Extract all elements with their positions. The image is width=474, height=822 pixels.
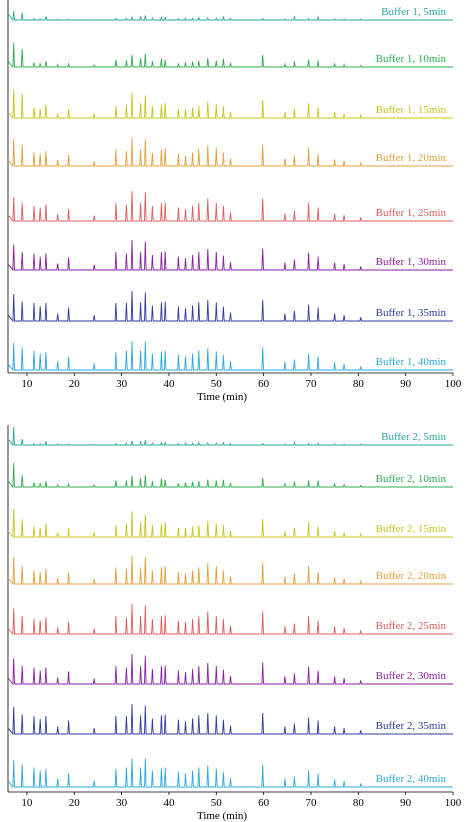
trace-1-7 (7, 290, 453, 323)
series-label: Buffer 2, 40min (376, 773, 447, 785)
x-tick-label: 30 (116, 378, 128, 390)
trace-2-8 (7, 758, 453, 789)
trace-2-4 (7, 555, 453, 586)
x-tick-label: 100 (445, 797, 462, 809)
series-label: Buffer 1, 30min (376, 256, 447, 268)
panel-buffer-2: Buffer 2, 5min Buffer 2, 10min Buffer 2, 1… (7, 425, 462, 822)
series-label: Buffer 1, 10min (376, 53, 447, 65)
x-tick-label: 80 (353, 378, 365, 390)
series-label: Buffer 2, 30min (376, 670, 447, 682)
x-tick-label: 70 (305, 797, 317, 809)
series-label: Buffer 2, 20min (376, 570, 447, 582)
trace-2-2 (7, 462, 453, 489)
x-tick-label: 10 (21, 378, 33, 390)
x-axis-label: Time (min) (197, 391, 247, 403)
series-label: Buffer 2, 5min (381, 431, 446, 443)
series-label: Buffer 2, 15min (376, 523, 447, 535)
trace-1-4 (7, 137, 453, 168)
series-label: Buffer 1, 35min (376, 307, 447, 319)
series-label: Buffer 2, 10min (376, 473, 447, 485)
trace-2-5 (7, 603, 453, 636)
x-tick-label: 60 (258, 797, 270, 809)
trace-1-2 (7, 42, 453, 69)
trace-2-6 (7, 653, 453, 686)
series-label: Buffer 1, 40min (376, 356, 447, 368)
trace-1-6 (7, 239, 453, 272)
series-label: Buffer 1, 25min (376, 207, 447, 219)
trace-1-3 (7, 89, 453, 120)
x-tick-label: 50 (211, 797, 223, 809)
x-tick-label: 40 (163, 797, 175, 809)
x-tick-label: 20 (69, 797, 81, 809)
panel-buffer-1: Buffer 1, 5min Buffer 1, 10min Buffer 1, 1… (7, 0, 462, 403)
trace-2-3 (7, 508, 453, 539)
series-label: Buffer 2, 35min (376, 720, 447, 732)
trace-1-5 (7, 190, 453, 223)
x-tick-label: 60 (258, 378, 270, 390)
series-label: Buffer 1, 15min (376, 104, 447, 116)
x-tick-label: 50 (211, 378, 223, 390)
x-tick-label: 90 (400, 378, 412, 390)
x-tick-label: 10 (21, 797, 33, 809)
x-axis-label: Time (min) (197, 810, 247, 822)
x-tick-label: 90 (400, 797, 412, 809)
trace-2-1 (7, 426, 453, 447)
trace-2-7 (7, 703, 453, 736)
x-tick-label: 20 (69, 378, 81, 390)
x-tick-label: 40 (163, 378, 175, 390)
trace-1-1 (7, 10, 453, 22)
series-label: Buffer 2, 25min (376, 620, 447, 632)
x-tick-label: 30 (116, 797, 128, 809)
series-label: Buffer 1, 5min (381, 6, 446, 18)
series-label: Buffer 1, 20min (376, 152, 447, 164)
trace-1-8 (7, 341, 453, 372)
x-tick-label: 80 (353, 797, 365, 809)
x-tick-label: 100 (445, 378, 462, 390)
x-tick-label: 70 (305, 378, 317, 390)
